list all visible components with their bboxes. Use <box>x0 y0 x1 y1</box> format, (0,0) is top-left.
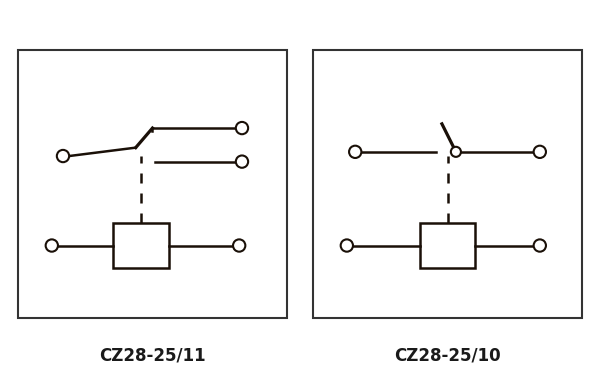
Circle shape <box>233 239 245 252</box>
Circle shape <box>46 239 58 252</box>
Circle shape <box>533 239 546 252</box>
Circle shape <box>451 147 461 157</box>
Circle shape <box>236 155 248 168</box>
Circle shape <box>341 239 353 252</box>
Circle shape <box>236 122 248 134</box>
Bar <box>113 223 169 268</box>
Circle shape <box>57 150 69 162</box>
Circle shape <box>533 146 546 158</box>
FancyBboxPatch shape <box>313 50 582 318</box>
Text: CZ28-25/11: CZ28-25/11 <box>99 346 206 364</box>
Circle shape <box>349 146 361 158</box>
FancyBboxPatch shape <box>18 50 287 318</box>
Bar <box>419 223 475 268</box>
Text: CZ28-25/10: CZ28-25/10 <box>394 346 501 364</box>
